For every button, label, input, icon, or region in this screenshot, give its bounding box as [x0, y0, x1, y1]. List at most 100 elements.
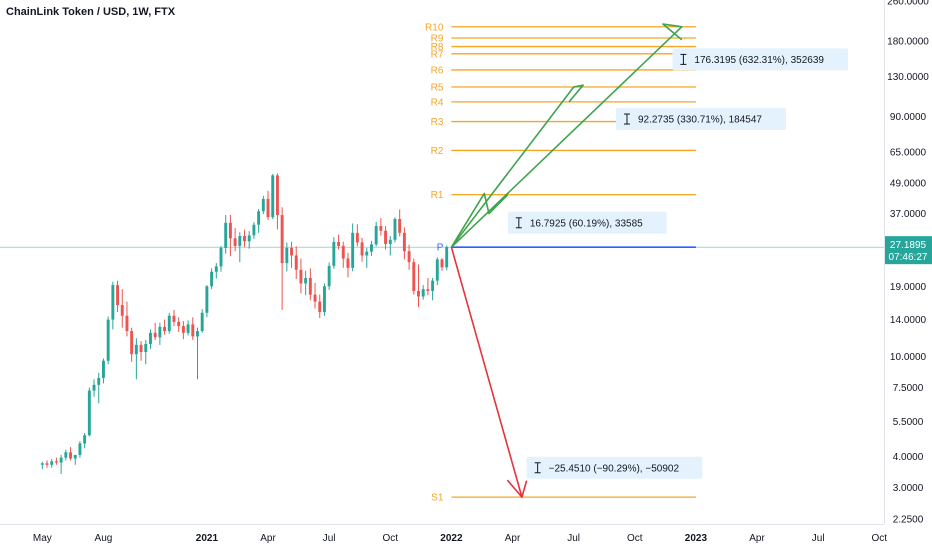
candle-body — [318, 301, 322, 313]
time-axis: May Aug 2021 Apr Jul Oct 2022 Apr Jul Oct 2023 Apr J… — [0, 524, 888, 544]
measure-box: 16.7925 (60.19%), 33585 — [507, 211, 667, 234]
candle-body — [271, 175, 275, 218]
x-tick-label: Oct — [872, 533, 888, 544]
candle — [304, 270, 308, 296]
level-label-r8: R8 — [431, 42, 444, 53]
candle — [388, 236, 392, 256]
measure-box: 92.2735 (330.71%), 184547 — [615, 108, 786, 131]
candle-body — [153, 332, 157, 338]
candle-body — [186, 324, 190, 333]
candle-body — [101, 360, 105, 378]
candle — [153, 322, 157, 341]
candle — [402, 227, 406, 260]
candle-body — [214, 266, 218, 272]
candle — [181, 321, 185, 340]
candle — [285, 242, 289, 272]
candle-body — [388, 239, 392, 244]
candle-body — [64, 452, 68, 458]
candle-body — [149, 332, 152, 344]
candle — [64, 449, 68, 461]
arrow-up-2 — [450, 23, 683, 248]
candle-body — [205, 286, 209, 313]
measure-box: 176.3195 (632.31%), 352639 — [672, 48, 849, 71]
candle-body — [365, 251, 369, 256]
candle-body — [308, 277, 312, 295]
candle — [54, 457, 58, 465]
candle-body — [45, 463, 49, 465]
level-label-r10: R10 — [425, 22, 444, 33]
x-tick-label: Oct — [627, 533, 643, 544]
candle — [313, 282, 317, 309]
candle-body — [92, 384, 96, 391]
level-label-r3: R3 — [431, 117, 444, 128]
measure-text: −25.4510 (−90.29%), −50902 — [549, 463, 680, 474]
candle — [322, 283, 326, 316]
candle — [177, 317, 181, 332]
candle-body — [384, 230, 388, 244]
candle-body — [181, 326, 185, 333]
candles — [40, 173, 449, 474]
level-label-r6: R6 — [431, 65, 444, 76]
y-tick-label: 10.0000 — [890, 352, 927, 363]
candle-body — [407, 251, 411, 263]
candle-body — [421, 289, 425, 297]
y-tick-label: 3.0000 — [893, 483, 924, 494]
candle — [50, 459, 54, 468]
candle-body — [116, 285, 120, 306]
arrow-up-1 — [450, 84, 584, 248]
candle-body — [134, 344, 138, 355]
candle-body — [412, 262, 416, 291]
candle — [59, 454, 63, 474]
x-tick-label: Jul — [812, 533, 825, 544]
candle-body — [379, 226, 383, 231]
candle — [78, 441, 82, 458]
candle-body — [445, 247, 449, 268]
y-tick-label: 37.0000 — [890, 209, 927, 220]
candle — [261, 195, 265, 215]
candle — [87, 387, 91, 437]
candle — [238, 232, 242, 263]
candle-body — [40, 463, 44, 465]
x-tick-label: Apr — [749, 533, 765, 544]
candle — [130, 327, 134, 362]
candle-body — [327, 265, 331, 287]
candle-body — [106, 319, 110, 361]
candle — [346, 252, 350, 278]
candle-body — [238, 236, 242, 246]
candle-body — [332, 242, 336, 266]
candle-body — [125, 315, 129, 332]
candle-body — [228, 222, 232, 239]
x-tick-label: 2022 — [440, 533, 463, 544]
y-tick-label: 65.0000 — [890, 148, 927, 159]
candle-body — [266, 198, 270, 218]
candle — [224, 215, 228, 254]
candle — [158, 322, 162, 345]
measure-text: 16.7925 (60.19%), 33585 — [530, 218, 643, 229]
y-tick-label: 130.0000 — [887, 72, 929, 83]
measure-box-bg — [672, 48, 849, 71]
level-label-s1: S1 — [431, 493, 444, 504]
candle-body — [393, 218, 397, 240]
candle — [332, 237, 336, 269]
candle-body — [196, 331, 199, 337]
candle-body — [224, 222, 228, 248]
projection-arrows — [450, 23, 683, 498]
candle-body — [341, 245, 345, 259]
candle-body — [299, 269, 303, 284]
candle — [271, 173, 275, 219]
candle — [398, 209, 402, 237]
candle — [92, 379, 96, 397]
candle-body — [398, 218, 402, 233]
candle — [393, 217, 397, 243]
measure-box-bg — [507, 211, 667, 234]
candle-body — [177, 321, 181, 327]
x-tick-label: 2023 — [685, 533, 708, 544]
measure-box-bg — [526, 456, 703, 479]
x-tick-label: Apr — [505, 533, 521, 544]
candle-body — [355, 232, 359, 243]
candle-body — [120, 305, 124, 316]
candle-body — [290, 247, 293, 256]
arrow-up-0 — [450, 192, 509, 248]
candle-body — [346, 258, 350, 268]
